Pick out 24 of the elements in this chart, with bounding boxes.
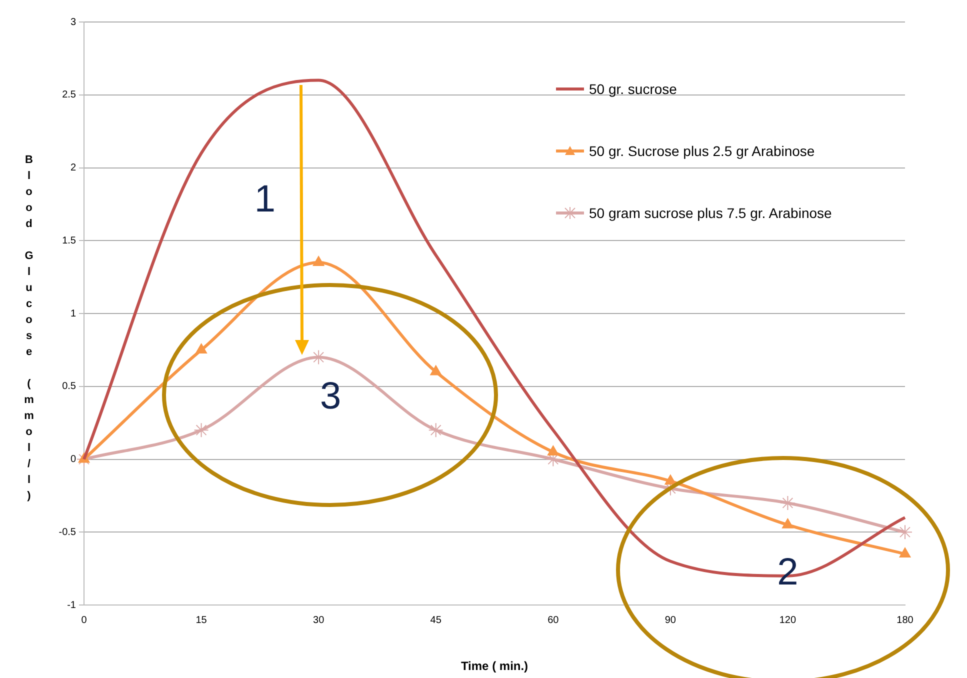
x-axis-title: Time ( min.) (460, 659, 528, 674)
y-tick-label: 2.5 (62, 90, 76, 101)
y-tick-label: 3 (70, 16, 76, 28)
x-tick-label: 0 (81, 614, 88, 626)
y-axis-title: Blood Glucose (mmol/l) (22, 153, 36, 508)
y-tick-label: 0 (70, 454, 76, 465)
y-tick-label: -1 (67, 600, 76, 611)
y-tick-label: 1 (70, 308, 76, 320)
legend-label: 50 gr. sucrose (589, 81, 677, 97)
legend-label: 50 gram sucrose plus 7.5 gr. Arabinose (589, 205, 832, 221)
y-tick-label: -0.5 (58, 526, 76, 538)
y-tick-label: 2 (70, 162, 76, 174)
annotation: 3 (320, 376, 342, 419)
x-tick-label: 30 (313, 614, 325, 626)
legend-label: 50 gr. Sucrose plus 2.5 gr Arabinose (589, 143, 815, 159)
y-tick-label: 1.5 (62, 235, 76, 246)
y-tick-label: 0.5 (62, 381, 76, 392)
x-tick-label: 180 (896, 614, 914, 626)
x-tick-label: 60 (548, 614, 560, 626)
x-tick-label: 15 (196, 614, 208, 626)
x-tick-label: 90 (664, 614, 676, 626)
x-tick-label: 45 (430, 614, 442, 626)
annotation: 1 (254, 178, 276, 222)
x-tick-label: 120 (779, 614, 796, 626)
